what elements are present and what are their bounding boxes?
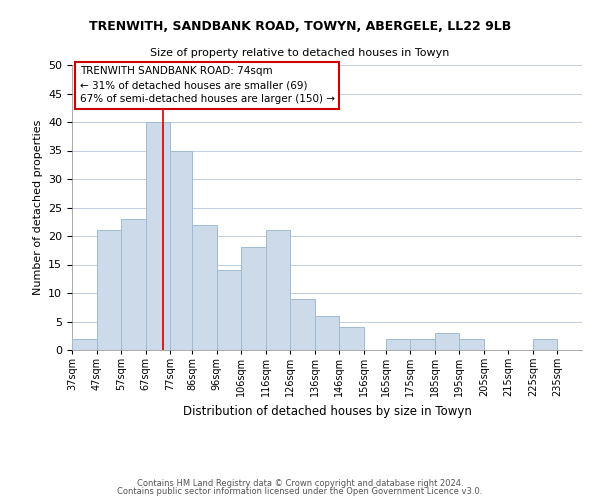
Y-axis label: Number of detached properties: Number of detached properties — [32, 120, 43, 295]
Bar — [386, 338, 410, 350]
Bar — [97, 230, 121, 350]
Bar — [72, 338, 97, 350]
Text: Contains HM Land Registry data © Crown copyright and database right 2024.: Contains HM Land Registry data © Crown c… — [137, 478, 463, 488]
Text: TRENWITH SANDBANK ROAD: 74sqm
← 31% of detached houses are smaller (69)
67% of s: TRENWITH SANDBANK ROAD: 74sqm ← 31% of d… — [80, 66, 335, 104]
Bar — [290, 298, 315, 350]
Bar — [170, 150, 192, 350]
Bar — [435, 333, 460, 350]
Bar — [192, 224, 217, 350]
Bar — [315, 316, 339, 350]
Text: TRENWITH, SANDBANK ROAD, TOWYN, ABERGELE, LL22 9LB: TRENWITH, SANDBANK ROAD, TOWYN, ABERGELE… — [89, 20, 511, 33]
Bar — [460, 338, 484, 350]
Bar — [339, 327, 364, 350]
Bar — [121, 219, 146, 350]
Bar — [533, 338, 557, 350]
Text: Size of property relative to detached houses in Towyn: Size of property relative to detached ho… — [151, 48, 449, 58]
Bar — [266, 230, 290, 350]
Text: Contains public sector information licensed under the Open Government Licence v3: Contains public sector information licen… — [118, 487, 482, 496]
Bar — [146, 122, 170, 350]
X-axis label: Distribution of detached houses by size in Towyn: Distribution of detached houses by size … — [182, 405, 472, 418]
Bar — [217, 270, 241, 350]
Bar — [410, 338, 435, 350]
Bar — [241, 248, 266, 350]
